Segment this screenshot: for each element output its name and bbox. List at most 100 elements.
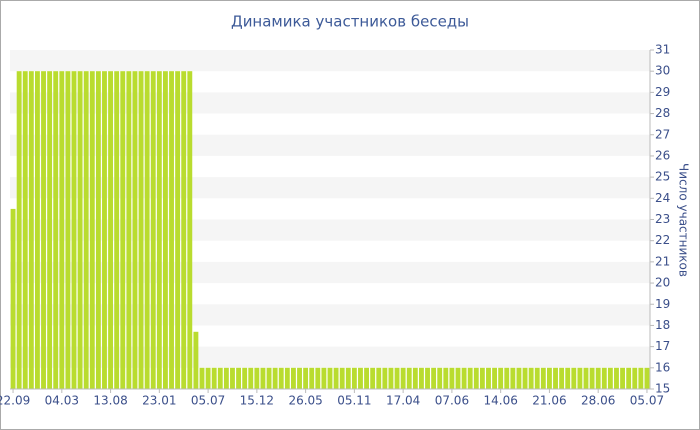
bar — [364, 367, 370, 389]
bar — [607, 367, 613, 389]
bar — [28, 71, 34, 389]
bar — [108, 71, 114, 389]
x-tick-label: 28.06 — [581, 394, 615, 408]
bar — [498, 367, 504, 389]
y-tick-label: 25 — [655, 170, 670, 184]
bar — [272, 367, 278, 389]
bar — [351, 367, 357, 389]
bar — [34, 71, 40, 389]
bar — [577, 367, 583, 389]
y-tick-label: 30 — [655, 64, 670, 78]
bar — [418, 367, 424, 389]
bar — [199, 367, 205, 389]
bar — [589, 367, 595, 389]
y-tick-label: 26 — [655, 148, 670, 162]
bar — [358, 367, 363, 389]
bar — [95, 71, 101, 389]
bar — [553, 367, 558, 389]
bar — [510, 367, 516, 389]
bar — [614, 367, 619, 389]
x-tick-label: 14.06 — [483, 394, 517, 408]
bar — [473, 367, 479, 389]
bar — [431, 367, 437, 389]
x-tick-label: 21.06 — [532, 394, 566, 408]
bar — [77, 71, 83, 389]
y-tick-label: 28 — [655, 106, 670, 120]
chart-title: Динамика участников беседы — [231, 13, 469, 31]
bar — [162, 71, 168, 389]
y-axis-label: Число участников — [677, 163, 691, 277]
bar — [83, 71, 89, 389]
bar — [223, 367, 229, 389]
bar — [461, 367, 467, 389]
y-tick-label: 16 — [655, 360, 670, 374]
y-tick-label: 20 — [655, 276, 670, 290]
bar — [230, 367, 235, 389]
bar — [290, 367, 296, 389]
grid-band — [10, 50, 650, 72]
bar — [443, 367, 449, 389]
bar — [528, 367, 534, 389]
bar — [297, 367, 302, 389]
bar — [571, 367, 577, 389]
bar — [236, 367, 242, 389]
bar — [242, 367, 248, 389]
bar — [644, 367, 650, 389]
y-tick-label: 21 — [655, 254, 670, 268]
bar — [89, 71, 95, 389]
bar — [254, 367, 260, 389]
bar — [467, 367, 473, 389]
bar — [595, 367, 601, 389]
bar — [455, 367, 461, 389]
bar — [169, 71, 174, 389]
bar — [516, 367, 522, 389]
bar — [400, 367, 406, 389]
bar — [486, 367, 491, 389]
bar — [534, 367, 540, 389]
bar — [388, 367, 394, 389]
bar — [65, 71, 71, 389]
bar — [120, 71, 126, 389]
bar — [41, 71, 46, 389]
bar — [601, 367, 607, 389]
y-tick-label: 17 — [655, 339, 670, 353]
bar — [370, 367, 376, 389]
bar — [559, 367, 565, 389]
bar — [425, 367, 430, 389]
x-tick-label: 13.08 — [93, 394, 127, 408]
bar — [266, 367, 272, 389]
bar — [181, 71, 187, 389]
bar — [412, 367, 418, 389]
x-tick-label: 26.05 — [288, 394, 322, 408]
bar — [479, 367, 485, 389]
bar — [504, 367, 510, 389]
bar — [394, 367, 400, 389]
bar — [187, 71, 193, 389]
x-tick-label: 05.07 — [630, 394, 664, 408]
bar — [327, 367, 333, 389]
bar — [546, 367, 552, 389]
bar — [217, 367, 223, 389]
bar — [248, 367, 254, 389]
bar — [150, 71, 156, 389]
bar — [449, 367, 455, 389]
bar — [205, 367, 211, 389]
bar — [10, 208, 16, 389]
bar — [114, 71, 120, 389]
bar — [175, 71, 181, 389]
bar — [47, 71, 53, 389]
bar — [132, 71, 138, 389]
bar — [540, 367, 546, 389]
bar — [309, 367, 315, 389]
bar — [376, 367, 382, 389]
bar — [583, 367, 589, 389]
y-tick-label: 23 — [655, 212, 670, 226]
bar — [278, 367, 284, 389]
bar — [565, 367, 571, 389]
x-tick-label: 05.07 — [191, 394, 225, 408]
bar — [339, 367, 345, 389]
bar — [71, 71, 77, 389]
bar — [156, 71, 162, 389]
y-tick-label: 29 — [655, 85, 670, 99]
